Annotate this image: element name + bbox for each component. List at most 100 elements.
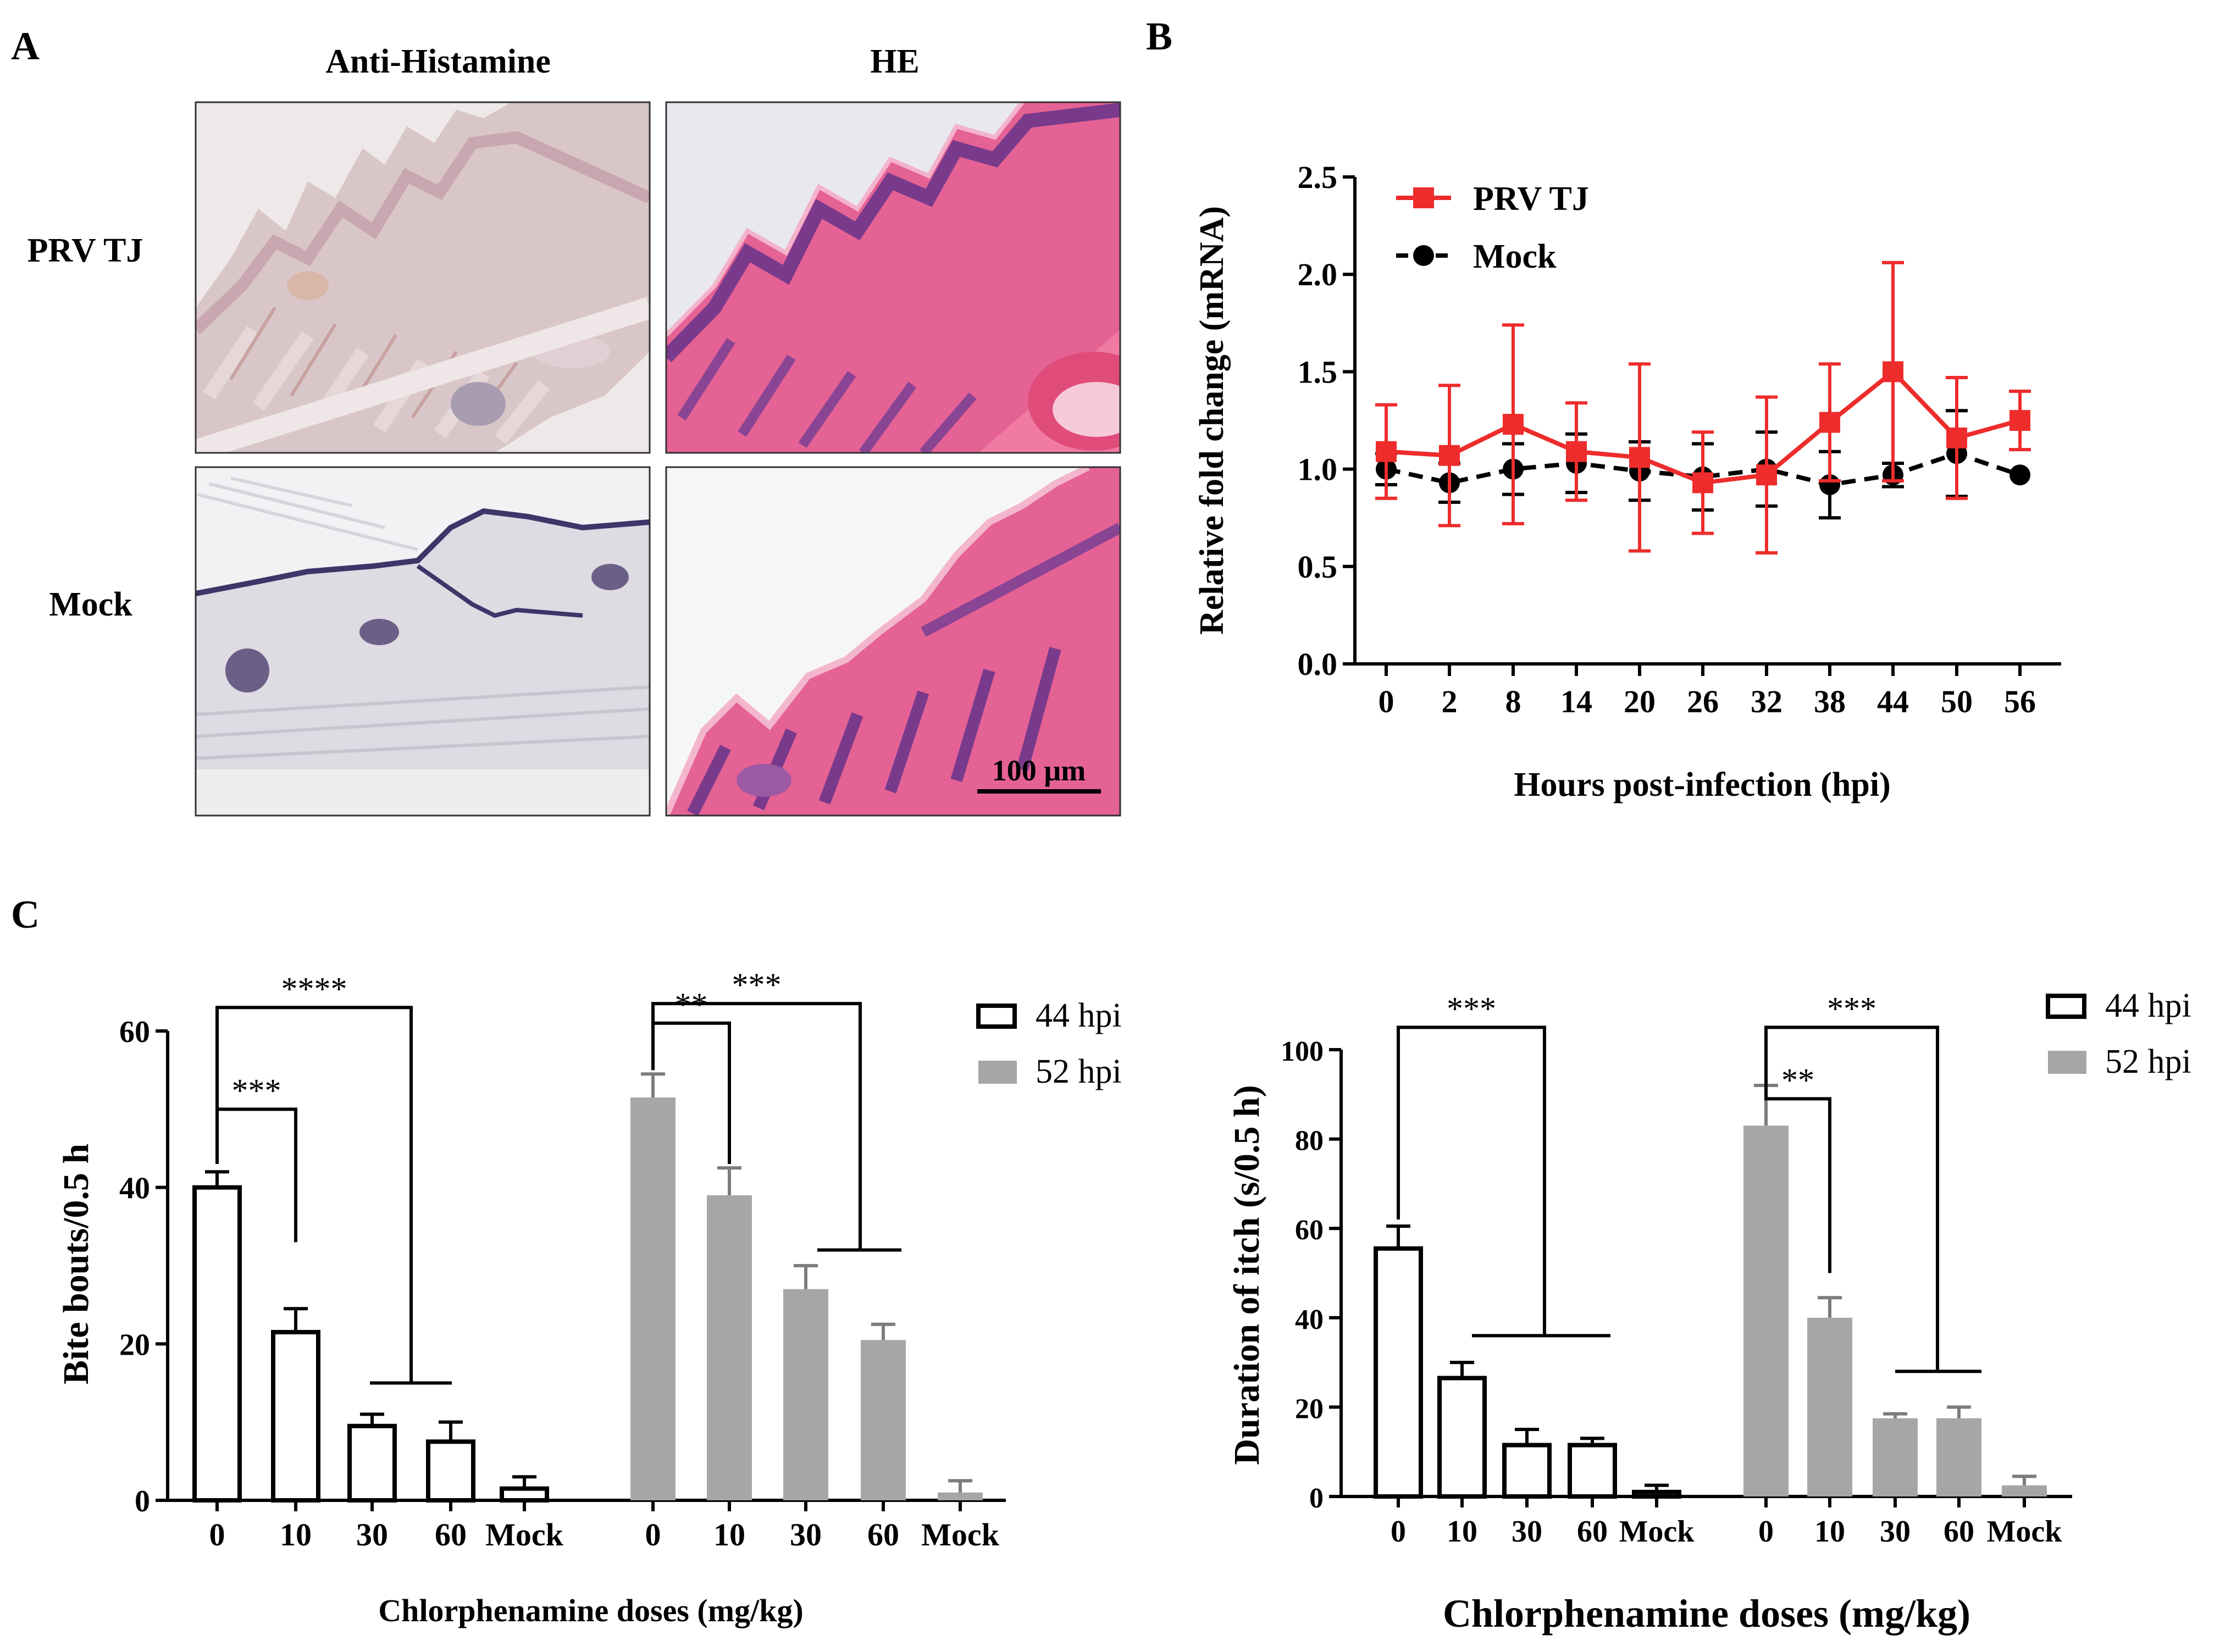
x-tick-label: 60 xyxy=(867,1517,899,1553)
row-title-mock: Mock xyxy=(49,586,132,623)
micrograph-frame xyxy=(665,466,1121,817)
data-point xyxy=(1376,441,1397,462)
significance-bracket xyxy=(1764,1025,1939,1372)
legend-label-prv-tj: PRV TJ xyxy=(1473,180,1589,218)
bar-44-hpi-mock xyxy=(500,1486,549,1503)
legend-label-mock: Mock xyxy=(1473,238,1557,275)
y-tick-label: 40 xyxy=(1295,1304,1324,1335)
y-tick-label: 0.5 xyxy=(1298,549,1338,585)
significance-bracket xyxy=(215,1006,413,1383)
bar-52-hpi-60 xyxy=(861,1340,906,1500)
micrograph-mock-antihistamine xyxy=(196,467,650,816)
x-tick-label: 8 xyxy=(1505,684,1521,719)
micrograph-frame xyxy=(665,101,1121,454)
bar-44-hpi-60 xyxy=(426,1439,475,1503)
micrograph-prv-he xyxy=(666,102,1120,453)
x-tick-label: 2 xyxy=(1442,684,1458,719)
bar-52-hpi-10 xyxy=(707,1195,752,1500)
x-tick-label: Mock xyxy=(1619,1515,1695,1549)
bar-44-hpi-0 xyxy=(1374,1246,1423,1499)
column-title-anti-histamine: Anti-Histamine xyxy=(325,43,551,80)
legend-label-52-hpi: 52 hpi xyxy=(2105,1043,2191,1080)
row-title-prv-tj: PRV TJ xyxy=(27,232,143,269)
column-title-he: HE xyxy=(870,43,920,80)
x-tick-label: 38 xyxy=(1814,684,1846,719)
scale-bar-label: 100 µm xyxy=(992,754,1086,787)
micrograph-prv-antihistamine xyxy=(196,102,650,453)
data-point xyxy=(2009,410,2030,431)
bar-44-hpi-10 xyxy=(271,1329,320,1503)
data-point xyxy=(1756,464,1777,486)
data-point xyxy=(1566,441,1587,462)
bar-44-hpi-60 xyxy=(1568,1443,1617,1499)
bar-52-hpi-0 xyxy=(1743,1126,1789,1496)
y-tick-label: 20 xyxy=(119,1328,150,1362)
panel-label-a: A xyxy=(11,24,40,68)
significance-stars: *** xyxy=(232,1072,281,1108)
y-axis-label: Bite bouts/0.5 h xyxy=(56,1144,96,1384)
significance-stars: **** xyxy=(281,971,347,1007)
y-tick-label: 80 xyxy=(1295,1126,1324,1157)
significance-bracket xyxy=(651,1002,862,1250)
x-tick-label: 0 xyxy=(209,1517,225,1553)
legend-label-44-hpi: 44 hpi xyxy=(2105,987,2191,1024)
legend-swatch-52-hpi xyxy=(978,1061,1017,1084)
legend-label-52-hpi: 52 hpi xyxy=(1036,1053,1122,1090)
x-tick-label: 50 xyxy=(1941,684,1973,719)
significance-bracket xyxy=(1764,1076,1831,1273)
x-tick-label: 30 xyxy=(1512,1515,1542,1549)
series-line-mock xyxy=(1386,451,2021,487)
bar-52-hpi-mock xyxy=(938,1492,983,1500)
x-tick-label: 0 xyxy=(1391,1515,1406,1549)
x-axis-label: Chlorphenamine doses (mg/kg) xyxy=(378,1593,803,1628)
legend-label-44-hpi: 44 hpi xyxy=(1036,997,1122,1034)
x-tick-label: 30 xyxy=(1880,1515,1911,1549)
y-tick-label: 60 xyxy=(1295,1215,1324,1246)
x-tick-label: 0 xyxy=(1379,684,1394,719)
x-tick-label: 60 xyxy=(435,1517,467,1553)
bar-52-hpi-10 xyxy=(1807,1317,1852,1496)
y-axis-label: Relative fold change (mRNA) xyxy=(1193,206,1231,635)
data-point xyxy=(1883,361,1903,382)
x-tick-label: Mock xyxy=(921,1517,999,1553)
legend-swatch-44-hpi xyxy=(976,1004,1017,1029)
bar-52-hpi-mock xyxy=(2002,1485,2047,1496)
data-point xyxy=(2009,464,2030,486)
bar-52-hpi-30 xyxy=(1873,1418,1918,1496)
bar-52-hpi-0 xyxy=(630,1097,676,1500)
x-tick-label: 10 xyxy=(280,1517,312,1553)
data-point xyxy=(1692,472,1713,494)
significance-stars: ** xyxy=(1781,1062,1814,1098)
y-tick-label: 20 xyxy=(1295,1393,1324,1424)
y-tick-label: 2.0 xyxy=(1298,257,1338,292)
panel-label-c: C xyxy=(11,892,40,936)
x-tick-label: 20 xyxy=(1624,684,1656,719)
x-tick-label: Mock xyxy=(1987,1515,2063,1549)
x-axis-label: Hours post-infection (hpi) xyxy=(1514,766,1890,803)
x-tick-label: 10 xyxy=(713,1517,745,1553)
bar-44-hpi-0 xyxy=(192,1185,242,1503)
bar-44-hpi-10 xyxy=(1437,1376,1487,1499)
x-tick-label: Mock xyxy=(485,1517,563,1553)
x-tick-label: 44 xyxy=(1877,684,1909,719)
data-point xyxy=(1629,447,1650,468)
x-tick-label: 32 xyxy=(1751,684,1782,719)
bar-52-hpi-60 xyxy=(1936,1418,1981,1496)
y-tick-label: 0 xyxy=(135,1484,150,1518)
significance-stars: *** xyxy=(1827,990,1876,1027)
legend-marker-prv-tj xyxy=(1413,187,1434,208)
y-tick-label: 100 xyxy=(1281,1036,1324,1067)
significance-stars: *** xyxy=(732,967,782,1003)
data-point xyxy=(1946,427,1967,448)
x-tick-label: 0 xyxy=(1758,1515,1774,1549)
x-tick-label: 10 xyxy=(1814,1515,1845,1549)
x-tick-label: 10 xyxy=(1447,1515,1477,1549)
legend-marker-mock xyxy=(1413,245,1434,266)
micrograph-frame xyxy=(195,466,651,817)
legend-swatch-52-hpi xyxy=(2048,1051,2086,1074)
x-tick-label: 30 xyxy=(356,1517,388,1553)
y-tick-label: 40 xyxy=(119,1172,150,1206)
y-axis-label: Duration of itch (s/0.5 h) xyxy=(1227,1085,1267,1465)
x-tick-label: 30 xyxy=(790,1517,822,1553)
